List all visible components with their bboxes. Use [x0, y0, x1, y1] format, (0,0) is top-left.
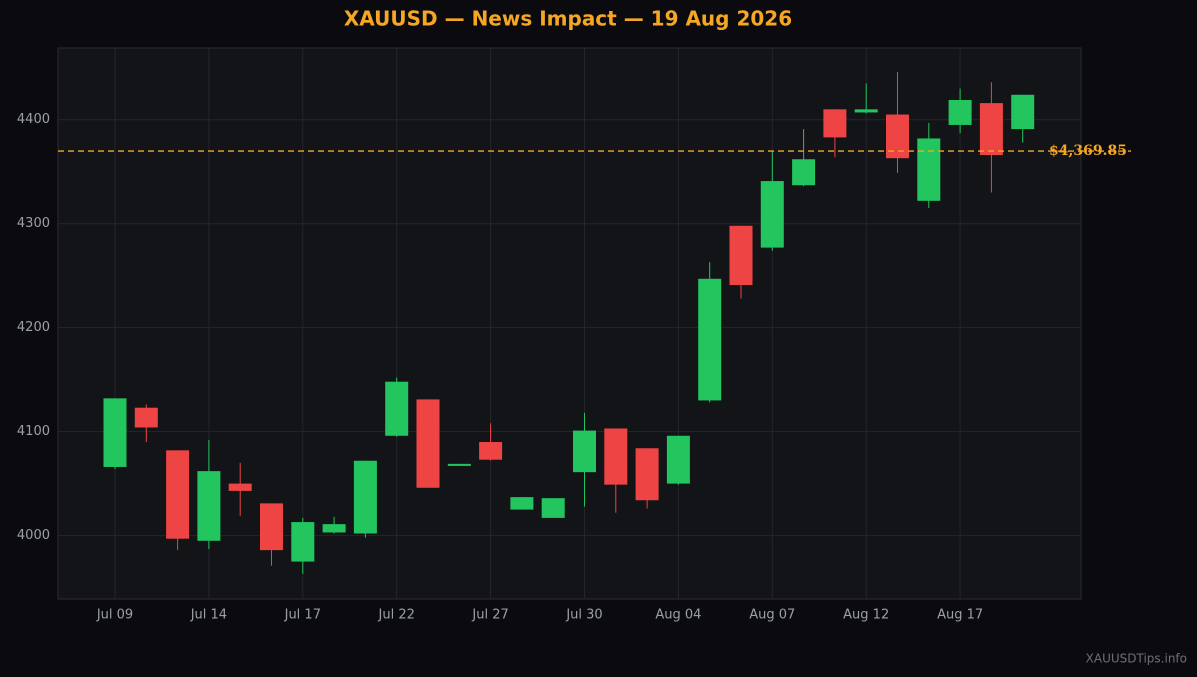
plot-area: [57, 47, 1082, 600]
x-tick-label: Aug 07: [749, 608, 795, 623]
candle-body: [823, 109, 847, 138]
candle-body: [322, 524, 346, 533]
candle-body: [541, 498, 565, 518]
candle-body: [917, 138, 941, 201]
x-tick-label: Jul 17: [284, 608, 321, 623]
candle-body: [291, 522, 315, 562]
candle-body: [635, 448, 659, 501]
x-tick-label: Jul 09: [96, 608, 133, 623]
candle-body: [760, 181, 784, 248]
chart-title: XAUUSD — News Impact — 19 Aug 2026: [344, 7, 792, 31]
x-tick-label: Jul 27: [471, 608, 508, 623]
x-tick-label: Aug 12: [843, 608, 889, 623]
candle-body: [385, 381, 409, 436]
candle-body: [698, 278, 722, 401]
x-tick-label: Jul 30: [565, 608, 602, 623]
candle-body: [416, 399, 440, 488]
x-tick-label: Aug 04: [655, 608, 701, 623]
candle-body: [729, 225, 753, 286]
candle-body: [666, 435, 690, 484]
candle-body: [604, 428, 628, 485]
candle-body: [260, 503, 283, 551]
candle-body: [573, 430, 596, 473]
reference-label: $4,369.85: [1049, 143, 1127, 159]
candle-body: [886, 114, 909, 159]
y-tick-label: 4200: [17, 320, 50, 335]
candle-body: [792, 159, 816, 186]
candle-body: [510, 497, 534, 510]
candle-body: [197, 471, 221, 541]
x-tick-label: Jul 14: [190, 608, 227, 623]
watermark: XAUUSDTips.info: [1086, 652, 1187, 666]
candle-body: [948, 99, 972, 125]
candle-body: [979, 103, 1003, 156]
y-tick-label: 4300: [17, 216, 50, 231]
candle-body: [103, 398, 127, 467]
candle-body: [479, 442, 503, 460]
y-tick-label: 4400: [17, 112, 50, 127]
candle-body: [447, 463, 471, 466]
x-tick-label: Aug 17: [937, 608, 983, 623]
y-tick-label: 4100: [17, 424, 50, 439]
candle-body: [228, 483, 252, 491]
candle-body: [854, 109, 878, 113]
candle-body: [166, 450, 190, 539]
y-tick-label: 4000: [17, 528, 50, 543]
candle-body: [1011, 94, 1035, 130]
x-tick-label: Jul 22: [378, 608, 415, 623]
candle-body: [134, 407, 158, 428]
candle-body: [353, 460, 377, 534]
